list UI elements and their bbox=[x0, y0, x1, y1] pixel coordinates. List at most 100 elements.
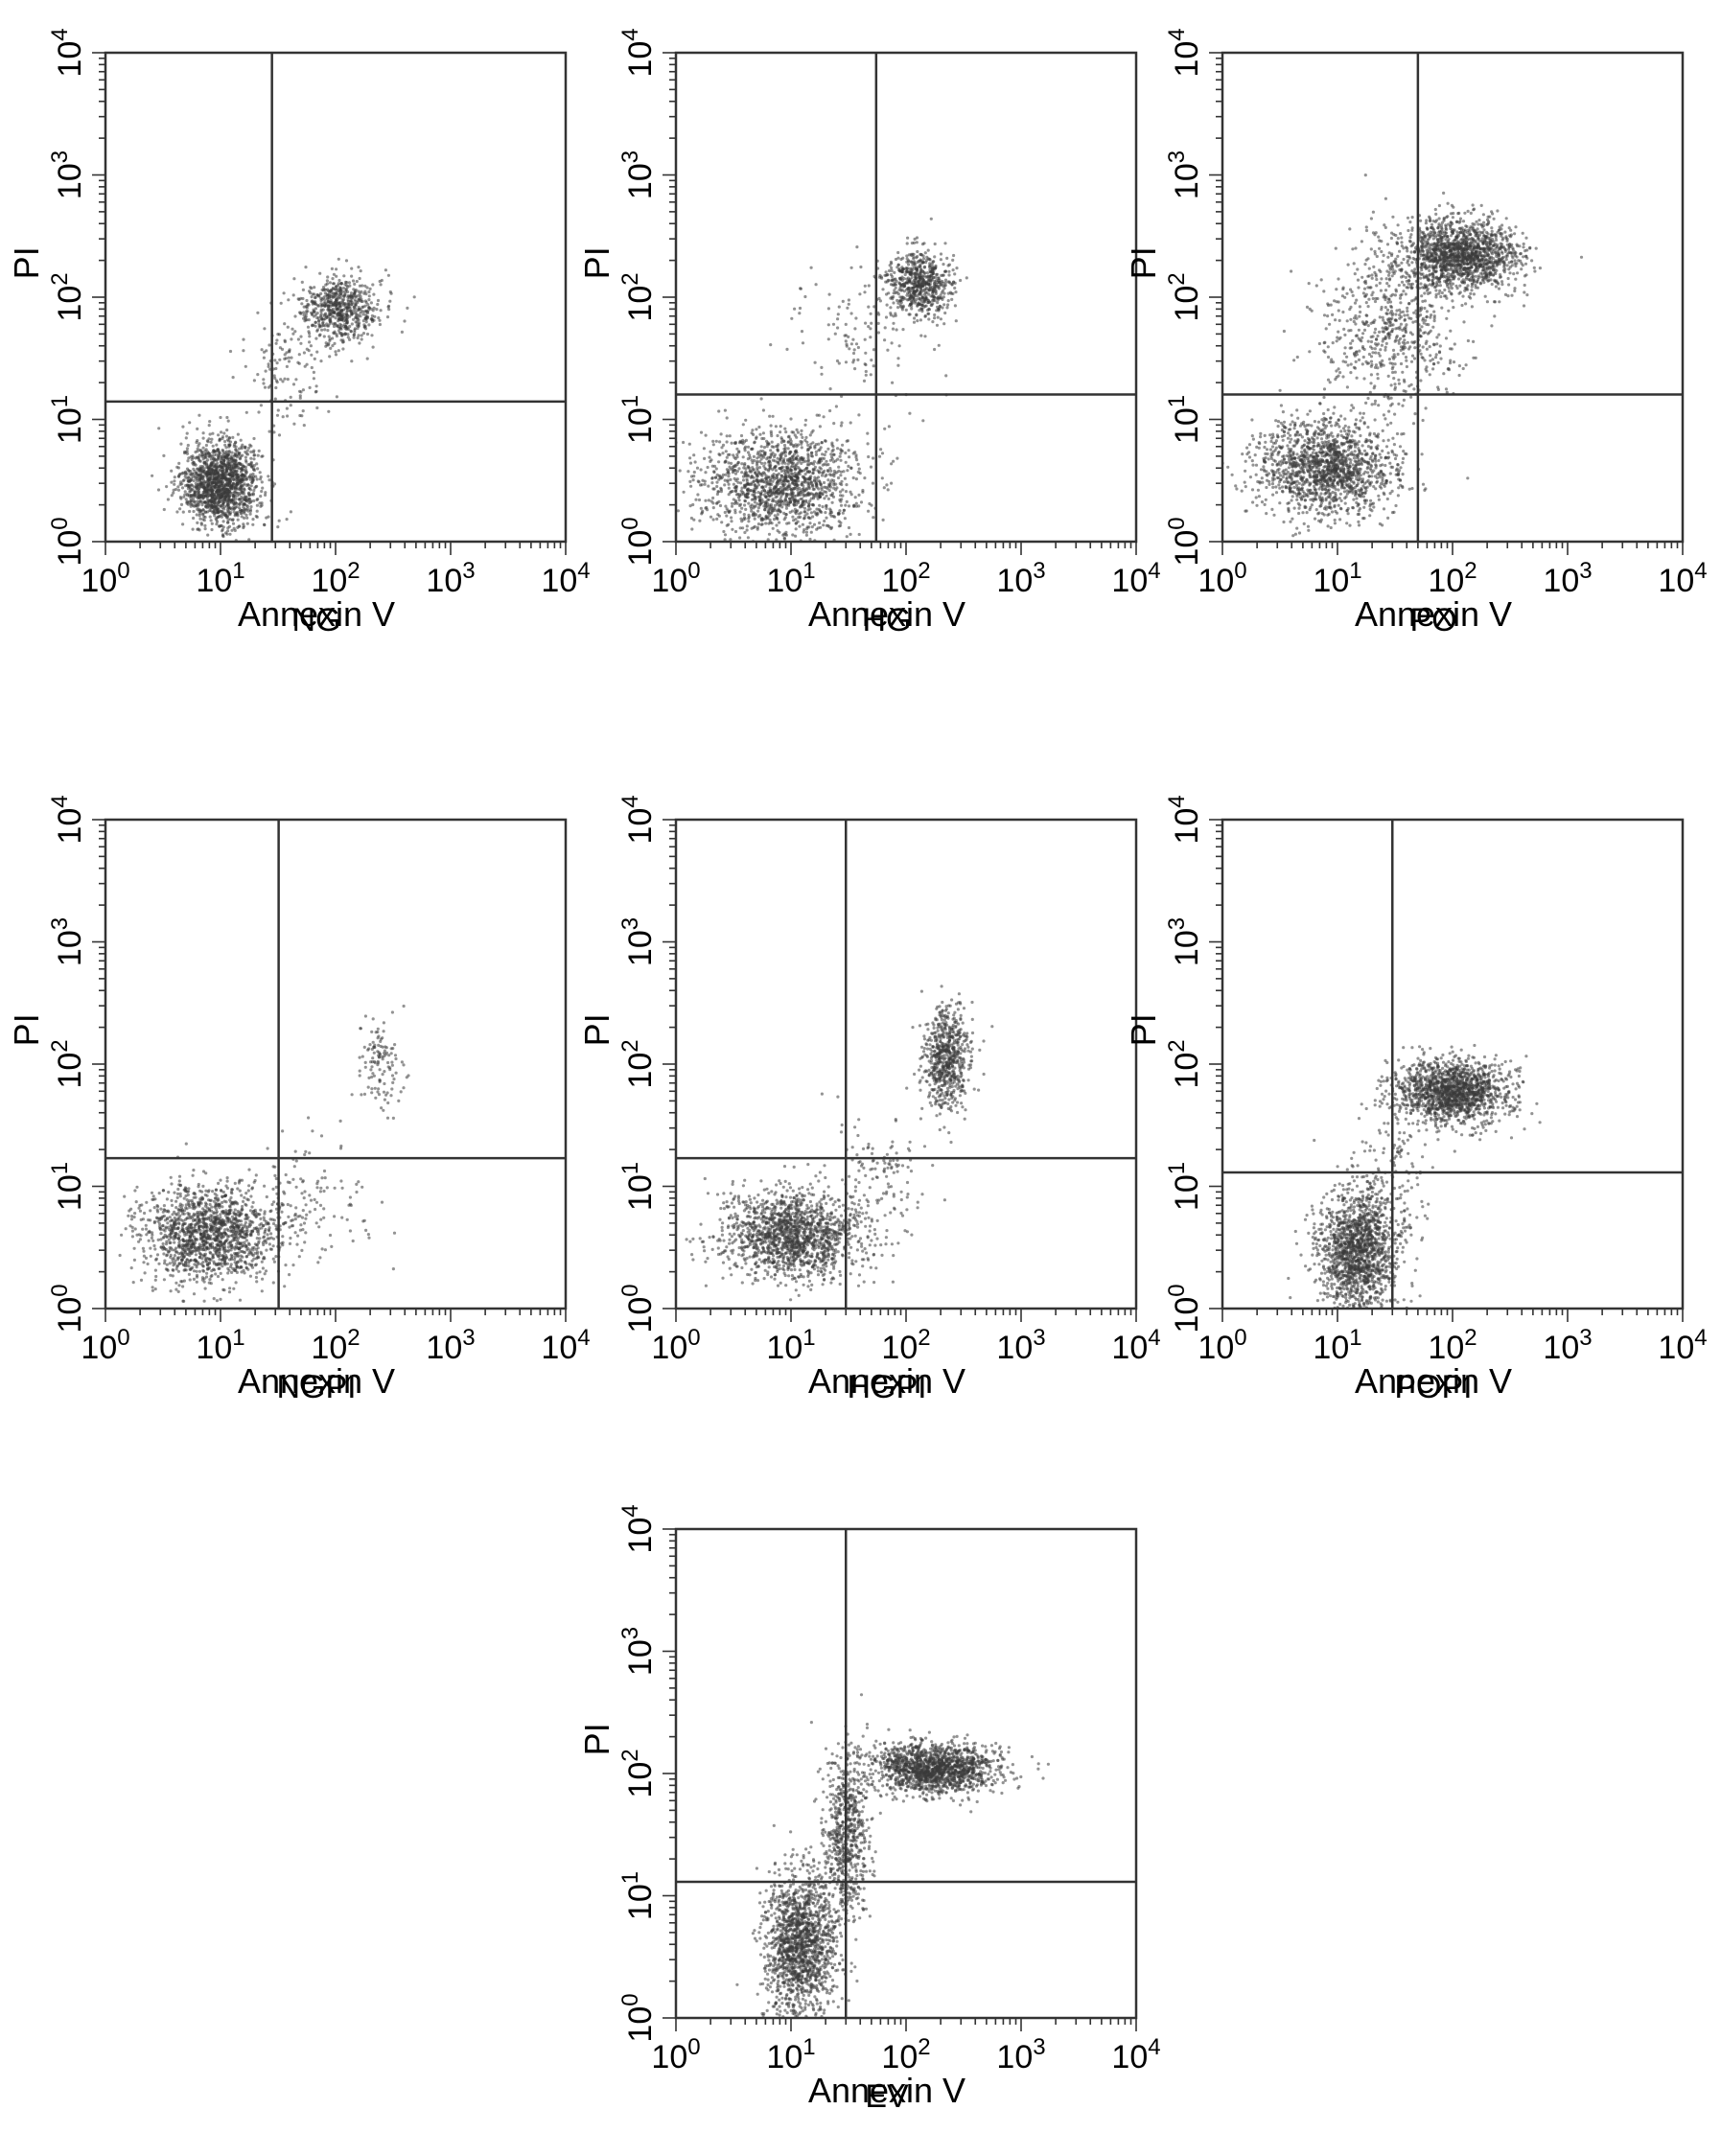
event-dot bbox=[314, 384, 318, 388]
event-dot bbox=[927, 317, 931, 321]
event-dot bbox=[750, 526, 754, 530]
event-dot bbox=[891, 327, 895, 331]
event-dot bbox=[706, 563, 709, 566]
event-dot bbox=[933, 255, 937, 259]
event-dot bbox=[228, 440, 233, 444]
event-dot bbox=[877, 313, 881, 316]
event-dot bbox=[759, 457, 763, 461]
event-dot bbox=[809, 451, 814, 455]
event-dot bbox=[844, 503, 848, 507]
event-dot bbox=[762, 551, 765, 554]
event-dot bbox=[267, 478, 271, 482]
event-dot bbox=[248, 477, 252, 481]
event-dot bbox=[790, 462, 794, 466]
event-dot bbox=[275, 361, 279, 365]
event-dot bbox=[1263, 445, 1267, 450]
event-dot bbox=[915, 241, 919, 244]
event-dot bbox=[314, 389, 318, 393]
event-dot bbox=[820, 441, 824, 445]
event-dot bbox=[237, 498, 241, 501]
event-dot bbox=[831, 322, 836, 326]
event-dot bbox=[219, 523, 222, 528]
event-dot bbox=[1357, 520, 1361, 524]
event-dot bbox=[324, 283, 328, 287]
event-dot bbox=[216, 476, 220, 480]
event-dot bbox=[230, 507, 234, 511]
event-dot bbox=[803, 423, 807, 427]
event-dot bbox=[369, 317, 373, 321]
event-dot bbox=[257, 449, 261, 452]
event-dot bbox=[801, 522, 804, 526]
event-dot bbox=[229, 460, 233, 464]
event-dot bbox=[724, 504, 728, 508]
event-dot bbox=[815, 482, 819, 486]
event-dot bbox=[808, 537, 812, 542]
event-dot bbox=[215, 443, 219, 447]
event-dot bbox=[301, 388, 305, 392]
event-dot bbox=[274, 366, 278, 371]
event-dot bbox=[221, 510, 224, 514]
event-dot bbox=[256, 467, 260, 471]
event-dot bbox=[352, 288, 356, 291]
event-dot bbox=[789, 417, 793, 421]
event-dot bbox=[935, 309, 939, 313]
event-dot bbox=[782, 447, 786, 451]
event-dot bbox=[1302, 522, 1306, 526]
event-dot bbox=[804, 533, 808, 537]
event-dot bbox=[178, 507, 182, 511]
event-dot bbox=[645, 493, 648, 496]
event-dot bbox=[1286, 444, 1290, 448]
event-dot bbox=[763, 461, 767, 465]
event-dot bbox=[922, 292, 926, 296]
event-dot bbox=[813, 444, 817, 449]
event-dot bbox=[313, 292, 316, 296]
event-dot bbox=[358, 276, 361, 281]
event-dot bbox=[336, 323, 339, 327]
event-dot bbox=[728, 452, 732, 456]
event-dot bbox=[703, 479, 707, 483]
event-dot bbox=[880, 476, 884, 480]
event-dot bbox=[740, 493, 744, 497]
event-dot bbox=[336, 301, 339, 305]
event-dot bbox=[293, 314, 297, 318]
event-dot bbox=[947, 263, 951, 267]
event-dot bbox=[264, 493, 267, 498]
event-dot bbox=[247, 501, 251, 505]
event-dot bbox=[776, 513, 779, 517]
event-dot bbox=[926, 312, 930, 315]
event-dot bbox=[226, 514, 230, 518]
event-dot bbox=[249, 460, 253, 464]
event-dot bbox=[1250, 434, 1254, 438]
event-dot bbox=[240, 515, 244, 519]
event-dot bbox=[890, 262, 894, 266]
event-dot bbox=[810, 430, 814, 434]
event-dot bbox=[297, 361, 301, 365]
event-dot bbox=[775, 523, 779, 527]
event-dot bbox=[744, 445, 748, 449]
event-dot bbox=[215, 484, 220, 489]
event-dot bbox=[845, 344, 849, 348]
event-dot bbox=[170, 469, 174, 473]
event-dot bbox=[206, 510, 210, 514]
event-dot bbox=[933, 316, 937, 320]
event-dot bbox=[1271, 485, 1275, 489]
event-dot bbox=[262, 382, 266, 385]
event-dot bbox=[715, 484, 719, 489]
event-dot bbox=[803, 459, 807, 463]
event-dot bbox=[1234, 484, 1238, 488]
event-dot bbox=[826, 485, 830, 489]
event-dot bbox=[945, 306, 949, 310]
event-dot bbox=[314, 336, 318, 340]
event-dot bbox=[378, 322, 382, 327]
event-dot bbox=[790, 316, 794, 320]
event-dot bbox=[226, 518, 230, 522]
event-dot bbox=[813, 465, 817, 469]
event-dot bbox=[242, 349, 245, 353]
event-dot bbox=[205, 474, 209, 477]
event-dot bbox=[201, 500, 205, 504]
event-dot bbox=[725, 434, 729, 438]
event-dot bbox=[224, 463, 228, 467]
event-dot bbox=[872, 348, 876, 352]
event-dot bbox=[372, 306, 376, 310]
event-dot bbox=[315, 406, 319, 410]
